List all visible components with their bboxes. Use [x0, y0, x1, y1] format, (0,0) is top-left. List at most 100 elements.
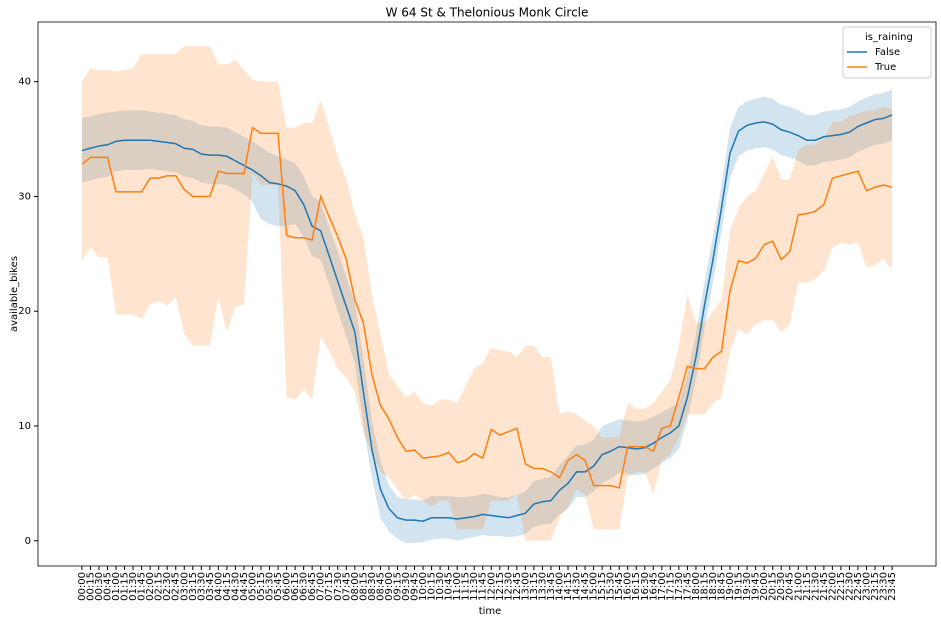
y-axis-label: available_bikes [9, 256, 20, 332]
y-tick-label: 20 [18, 306, 31, 317]
x-tick-label: 10:00 [418, 572, 429, 601]
x-tick-label: 14:30 [572, 572, 583, 601]
x-tick-label: 15:00 [589, 572, 600, 601]
x-tick-label: 20:30 [776, 572, 787, 601]
legend-box [842, 26, 932, 79]
legend-label: True [874, 62, 896, 73]
confidence-band [81, 46, 893, 541]
y-tick-label: 10 [18, 421, 31, 432]
x-tick-label: 03:30 [196, 572, 207, 601]
x-tick-label: 13:15 [529, 572, 540, 601]
line [81, 114, 893, 523]
x-tick-label: 17:00 [657, 572, 668, 601]
x-tick-label: 03:45 [205, 572, 216, 601]
x-tick-label: 20:45 [785, 572, 796, 601]
x-tick-label: 04:15 [222, 572, 233, 601]
x-tick-label: 14:00 [554, 572, 565, 601]
x-tick-label: 21:45 [819, 572, 830, 601]
x-tick-label: 10:15 [427, 572, 438, 601]
y-tick-label: 40 [18, 77, 31, 88]
x-tick-label: 00:00 [77, 572, 88, 601]
x-tick-label: 05:45 [273, 572, 284, 601]
x-tick-label: 09:15 [392, 572, 403, 601]
x-tick-label: 07:30 [333, 572, 344, 601]
x-tick-label: 14:45 [580, 572, 591, 601]
x-tick-label: 05:30 [265, 572, 276, 601]
x-tick-label: 05:15 [256, 572, 267, 601]
x-tick-label: 02:45 [171, 572, 182, 601]
x-tick-label: 12:15 [495, 572, 506, 601]
x-tick-label: 11:00 [452, 572, 463, 601]
y-tick-label: 30 [18, 191, 31, 202]
x-tick-label: 20:15 [768, 572, 779, 601]
x-tick-label: 02:00 [145, 572, 156, 601]
x-tick-label: 01:00 [111, 572, 122, 601]
x-tick-label: 09:30 [401, 572, 412, 601]
plot-area [81, 46, 893, 544]
x-tick-label: 18:00 [691, 572, 702, 601]
x-tick-label: 16:15 [631, 572, 642, 601]
x-axis-label: time [479, 606, 502, 617]
x-tick-label: 12:00 [486, 572, 497, 601]
y-tick-label: 0 [25, 536, 31, 547]
x-tick-label: 09:00 [384, 572, 395, 601]
chart-title: W 64 St & Thelonious Monk Circle [386, 6, 589, 20]
x-tick-label: 00:30 [94, 572, 105, 601]
x-tick-label: 07:45 [341, 572, 352, 601]
legend-title: is_raining [865, 32, 913, 43]
x-tick-label: 21:15 [802, 572, 813, 601]
line [81, 126, 893, 489]
x-tick-label: 11:45 [478, 572, 489, 601]
axes-frame [37, 21, 937, 567]
legend-label: False [875, 47, 900, 58]
x-tick-label: 08:30 [367, 572, 378, 601]
x-tick-label: 07:15 [324, 572, 335, 601]
x-tick-label: 16:00 [623, 572, 634, 601]
x-tick-label: 22:30 [844, 572, 855, 601]
x-tick-label: 20:00 [759, 572, 770, 601]
x-tick-label: 01:45 [137, 572, 148, 601]
x-tick-label: 03:00 [179, 572, 190, 601]
x-tick-label: 01:15 [120, 572, 131, 601]
x-tick-label: 00:15 [85, 572, 96, 601]
x-tick-label: 18:15 [699, 572, 710, 601]
x-tick-label: 22:00 [827, 572, 838, 601]
x-tick-label: 22:15 [836, 572, 847, 601]
x-tick-label: 17:30 [674, 572, 685, 601]
x-tick-label: 11:15 [461, 572, 472, 601]
x-tick-label: 07:00 [316, 572, 327, 601]
x-tick-label: 19:00 [725, 572, 736, 601]
x-tick-label: 11:30 [469, 572, 480, 601]
x-tick-label: 13:45 [546, 572, 557, 601]
x-tick-label: 13:00 [520, 572, 531, 601]
x-tick-label: 23:45 [887, 572, 898, 601]
x-tick-label: 19:30 [742, 572, 753, 601]
x-tick-label: 23:15 [870, 572, 881, 601]
x-tick-label: 03:15 [188, 572, 199, 601]
x-tick-label: 05:00 [247, 572, 258, 601]
x-tick-label: 08:00 [350, 572, 361, 601]
x-tick-label: 17:15 [665, 572, 676, 601]
x-tick-label: 10:30 [435, 572, 446, 601]
x-tick-label: 13:30 [537, 572, 548, 601]
x-tick-label: 04:45 [239, 572, 250, 601]
x-tick-label: 22:45 [853, 572, 864, 601]
x-tick-label: 18:45 [717, 572, 728, 601]
x-tick-label: 06:15 [290, 572, 301, 601]
x-tick-label: 15:30 [606, 572, 617, 601]
x-tick-label: 01:30 [128, 572, 139, 601]
x-tick-label: 02:15 [154, 572, 165, 601]
x-tick-label: 14:15 [563, 572, 574, 601]
x-tick-label: 12:45 [512, 572, 523, 601]
x-tick-label: 04:30 [230, 572, 241, 601]
x-tick-label: 19:15 [734, 572, 745, 601]
x-tick-label: 19:45 [751, 572, 762, 601]
x-tick-label: 00:45 [103, 572, 114, 601]
x-tick-label: 06:45 [307, 572, 318, 601]
x-tick-label: 08:45 [375, 572, 386, 601]
x-tick-label: 02:30 [162, 572, 173, 601]
x-tick-label: 10:45 [444, 572, 455, 601]
x-tick-label: 06:30 [299, 572, 310, 601]
x-tick-label: 16:45 [648, 572, 659, 601]
